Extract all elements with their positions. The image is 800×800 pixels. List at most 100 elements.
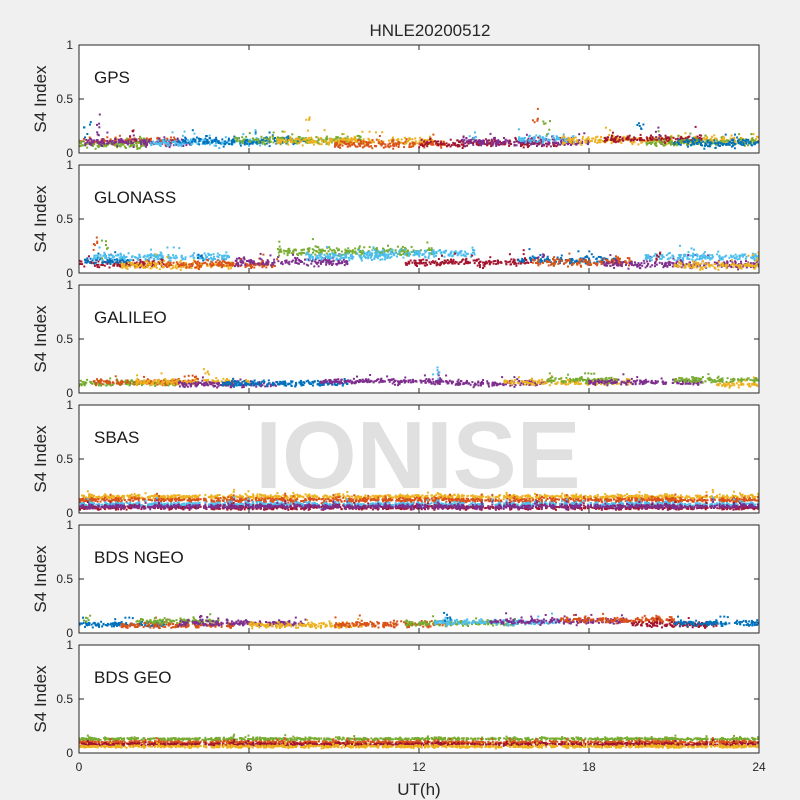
data-point	[196, 257, 199, 259]
data-point	[701, 268, 704, 271]
data-point	[522, 253, 525, 256]
data-point	[252, 260, 255, 263]
data-point	[221, 142, 224, 145]
data-point	[291, 259, 294, 262]
data-point	[294, 140, 297, 143]
data-point	[554, 139, 557, 142]
data-point	[377, 140, 380, 142]
data-point	[472, 137, 475, 140]
data-point	[503, 137, 505, 139]
data-point	[354, 250, 357, 253]
data-point	[281, 137, 284, 140]
data-point	[611, 134, 613, 137]
data-point	[557, 142, 560, 145]
data-point	[354, 144, 357, 147]
data-point	[133, 263, 136, 266]
data-point	[318, 143, 321, 146]
data-point	[711, 135, 713, 138]
data-point	[691, 254, 694, 257]
data-point	[197, 141, 200, 144]
data-point	[198, 256, 201, 259]
data-point	[125, 255, 128, 258]
data-point	[676, 260, 679, 263]
data-point	[128, 383, 131, 386]
data-point	[729, 260, 732, 262]
data-point	[644, 140, 647, 142]
data-point	[145, 137, 148, 140]
data-point	[343, 138, 346, 141]
data-point	[221, 258, 224, 261]
data-point	[332, 260, 335, 262]
data-point	[144, 139, 147, 142]
data-point	[259, 144, 262, 147]
data-point	[148, 258, 151, 261]
data-point	[230, 143, 233, 146]
data-point	[641, 141, 644, 144]
data-point	[692, 252, 695, 255]
data-point	[544, 259, 547, 262]
data-point	[454, 260, 457, 263]
data-point	[192, 256, 195, 259]
data-point	[467, 142, 470, 145]
data-point	[335, 263, 338, 266]
data-point	[124, 139, 127, 142]
data-point	[435, 140, 438, 143]
data-point	[393, 254, 396, 257]
data-point	[558, 262, 561, 265]
data-point	[263, 263, 266, 266]
data-point	[535, 140, 538, 143]
data-point	[428, 253, 431, 256]
data-point	[249, 138, 252, 141]
data-point	[116, 146, 118, 149]
y-tick-label: 1	[66, 158, 73, 172]
data-point	[394, 249, 397, 252]
data-point	[81, 140, 84, 143]
data-point	[232, 139, 235, 142]
data-point	[526, 146, 529, 149]
data-point	[528, 248, 531, 251]
data-point	[607, 138, 610, 141]
data-point	[406, 249, 409, 252]
data-point	[222, 264, 225, 266]
data-point	[360, 259, 363, 262]
data-point	[736, 136, 739, 139]
data-point	[254, 138, 257, 141]
data-point	[152, 262, 155, 265]
data-point	[708, 143, 711, 146]
data-point	[454, 252, 457, 255]
data-point	[743, 144, 746, 147]
data-point	[96, 133, 99, 136]
data-point	[283, 140, 286, 143]
data-point	[544, 142, 547, 145]
data-point	[260, 135, 263, 138]
data-point	[180, 144, 182, 147]
data-point	[124, 260, 127, 263]
data-point	[241, 136, 244, 139]
data-point	[328, 263, 331, 266]
data-point	[292, 143, 295, 146]
data-point	[379, 258, 382, 261]
data-point	[158, 257, 161, 260]
data-point	[706, 139, 709, 142]
data-point	[580, 265, 583, 268]
data-point	[707, 254, 710, 257]
data-point	[697, 141, 700, 144]
data-point	[129, 265, 132, 268]
data-point	[609, 264, 612, 267]
data-point	[747, 264, 750, 267]
data-point	[667, 136, 670, 139]
data-point	[105, 256, 108, 259]
data-point	[205, 138, 208, 141]
data-point	[700, 134, 703, 137]
data-point	[705, 140, 708, 143]
data-point	[390, 255, 393, 258]
data-point	[152, 142, 155, 144]
data-point	[703, 136, 706, 139]
data-point	[111, 261, 114, 264]
data-point	[346, 135, 349, 138]
data-point	[448, 143, 451, 146]
data-point	[632, 140, 635, 143]
data-point	[298, 258, 300, 261]
data-point	[153, 258, 155, 260]
data-point	[441, 261, 444, 263]
